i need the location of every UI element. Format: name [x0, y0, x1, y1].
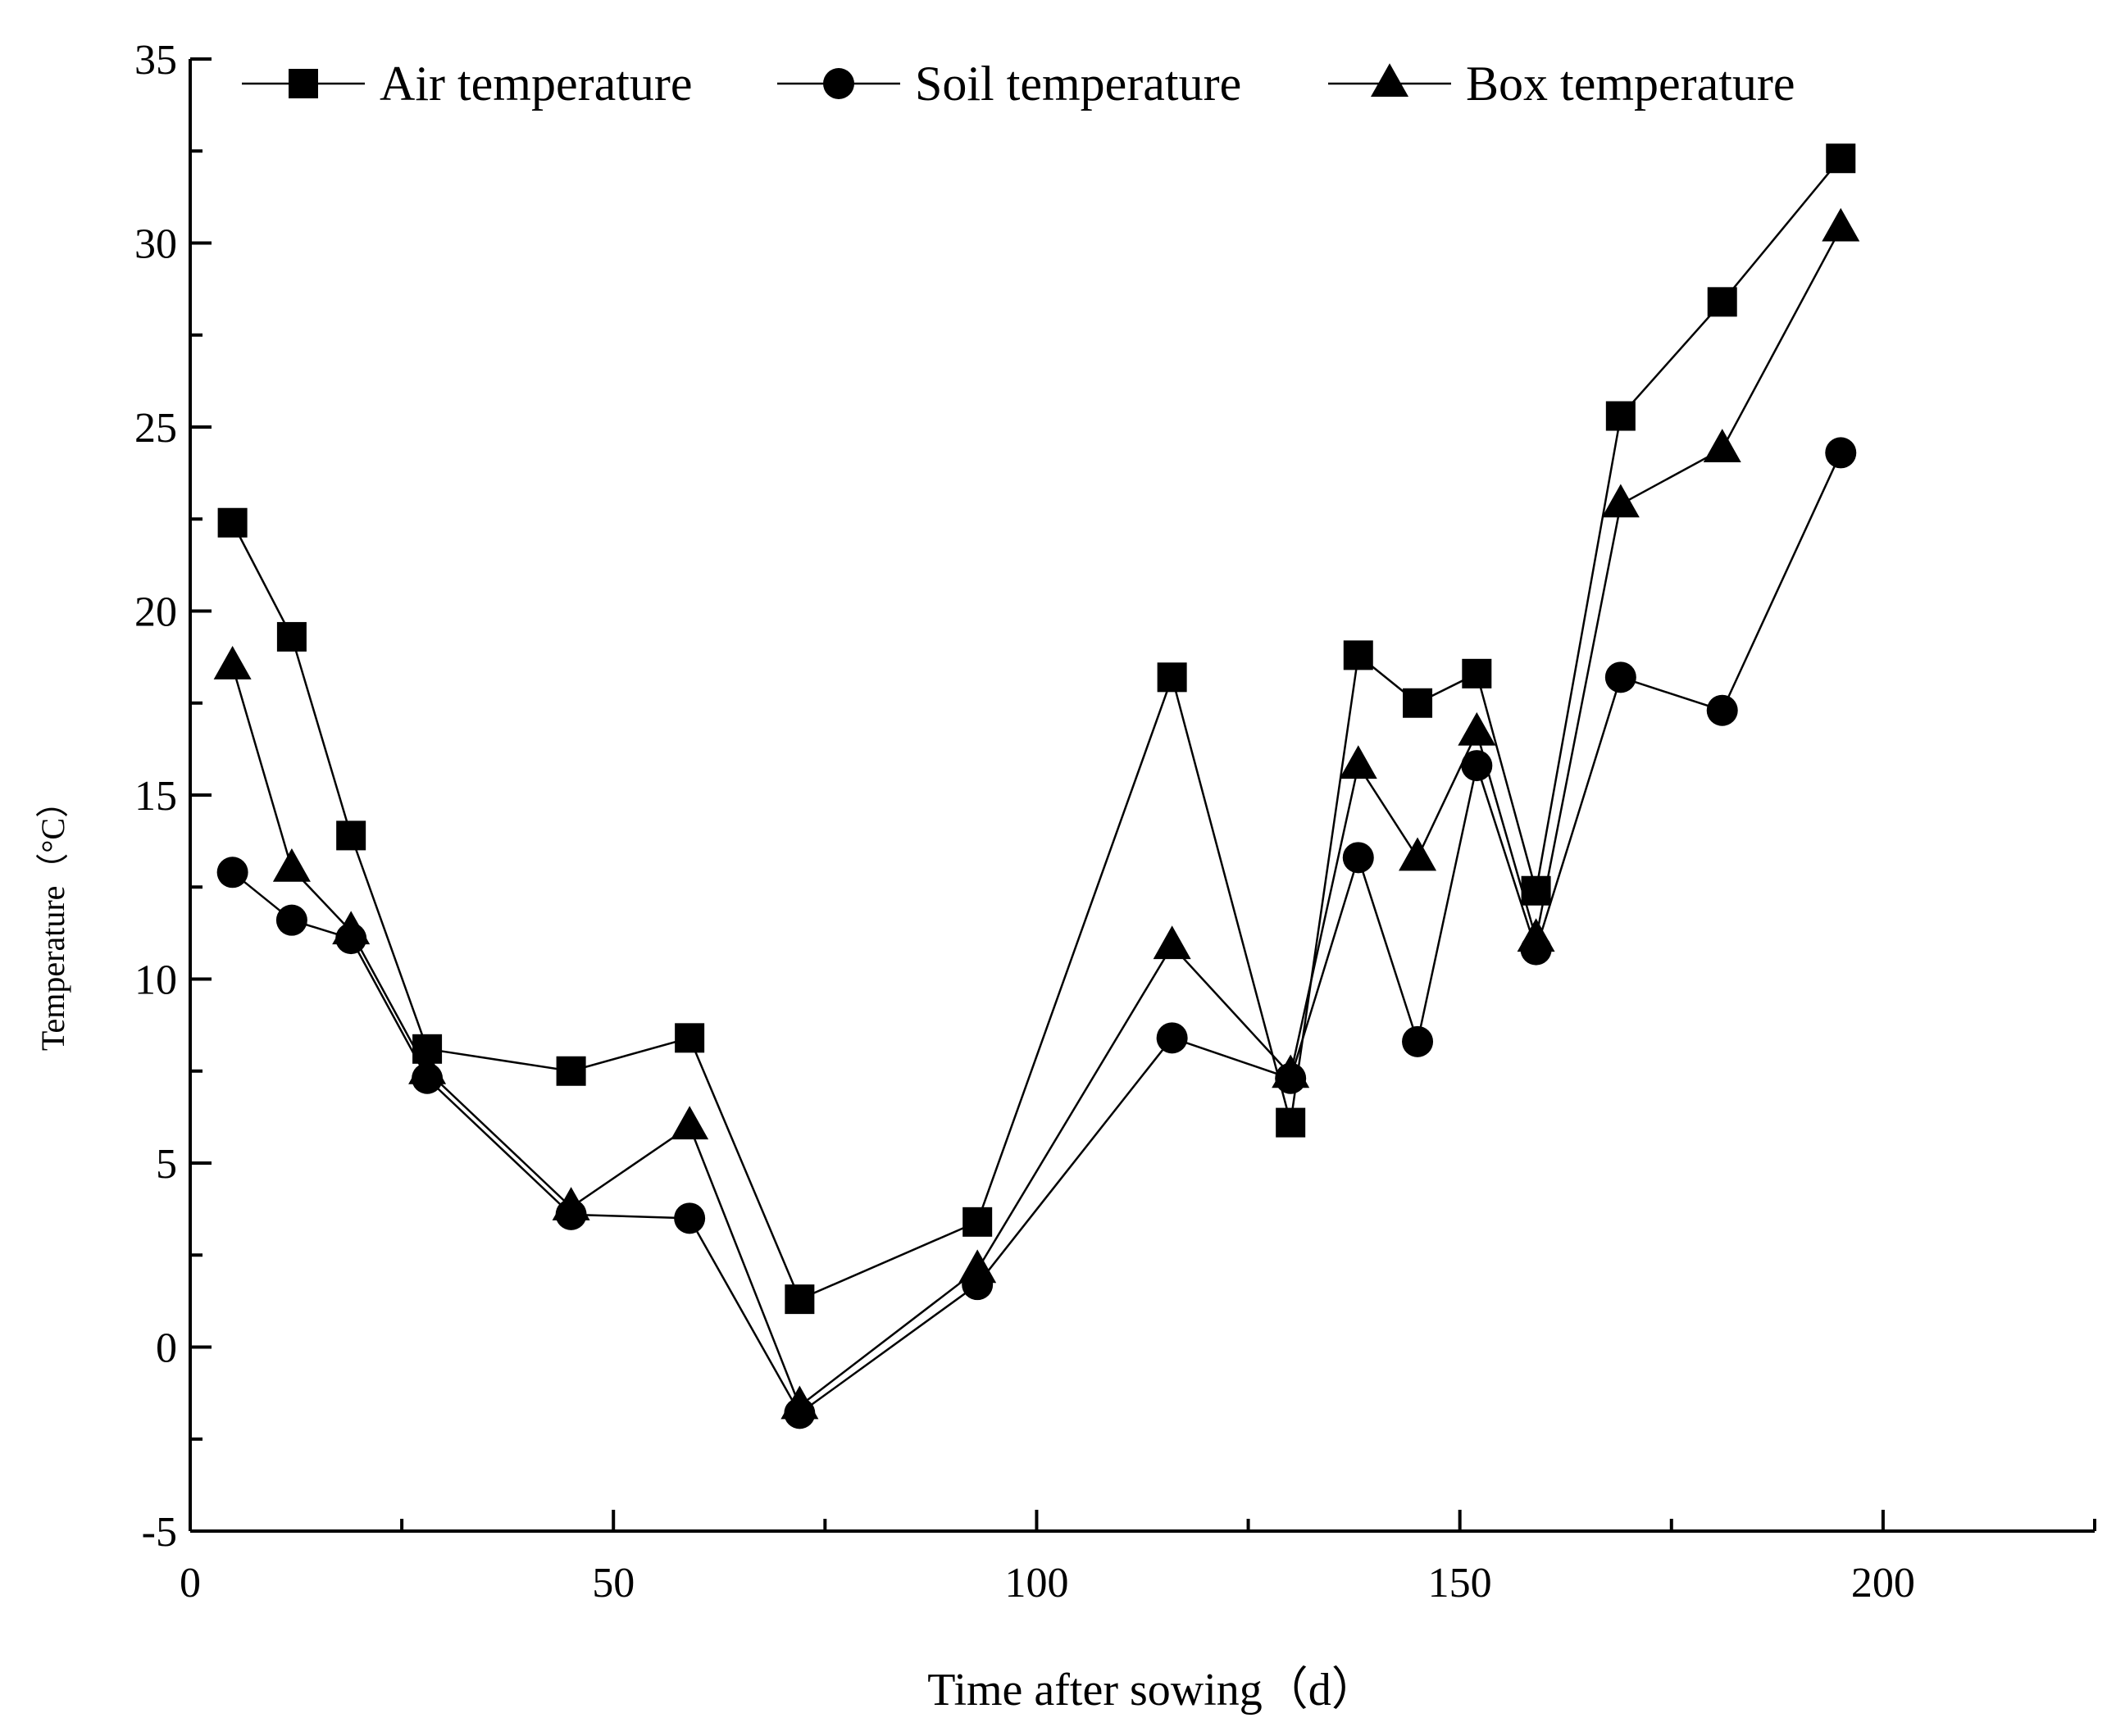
air-temperature-point — [1403, 688, 1433, 718]
box-temperature-point — [1517, 918, 1555, 952]
legend: Air temperature Soil temperature Box tempe… — [242, 57, 1795, 111]
legend-item-box-temperature: Box temperature — [1328, 57, 1795, 111]
soil-temperature-point — [216, 857, 248, 888]
air-temperature-point — [1462, 658, 1492, 688]
y-tick-label: 10 — [134, 957, 177, 1004]
x-tick-label: 150 — [1428, 1560, 1492, 1606]
soil-temperature-point — [1342, 842, 1374, 874]
box-temperature-point — [272, 848, 311, 882]
air-temperature-point — [276, 621, 307, 652]
box-temperature-point — [780, 1385, 819, 1420]
y-axis-title: Temperature（°C） — [34, 785, 71, 1051]
air-temperature-point — [556, 1056, 586, 1086]
y-tick-label: 35 — [134, 37, 177, 84]
box-temperature-point — [1272, 1054, 1310, 1088]
box-temperature-point — [671, 1106, 709, 1140]
air-temperature-point — [217, 507, 248, 538]
box-temperature-point — [1703, 429, 1741, 462]
air-temperature-point — [962, 1207, 993, 1237]
air-temperature-point — [675, 1023, 705, 1053]
legend-marker-circle — [823, 68, 854, 99]
box-temperature-point — [1153, 925, 1191, 960]
box-temperature-point — [1458, 711, 1496, 746]
box-temperature-point — [408, 1050, 447, 1084]
air-temperature-point — [785, 1284, 815, 1315]
y-tick-label: 30 — [134, 221, 177, 268]
soil-temperature-line — [231, 452, 1842, 1416]
air-temperature-point — [1343, 640, 1373, 670]
box-temperature-point — [552, 1187, 590, 1220]
series-air-temperature — [217, 143, 1856, 1315]
box-temperature-point — [1822, 207, 1860, 242]
soil-temperature-point — [1156, 1022, 1188, 1054]
legend-marker-triangle — [1371, 63, 1408, 97]
x-axis-title: Time after sowing（d） — [927, 1665, 1377, 1716]
box-temperature-line — [231, 227, 1842, 1408]
legend-marker-square — [289, 69, 318, 98]
box-temperature-point — [1399, 837, 1437, 871]
y-tick-label: 15 — [134, 773, 177, 820]
y-tick-label: 5 — [156, 1141, 177, 1188]
air-temperature-point — [1826, 143, 1856, 174]
air-temperature-point — [1605, 401, 1636, 431]
box-temperature-point — [1339, 745, 1377, 779]
air-temperature-point — [1276, 1107, 1306, 1138]
soil-temperature-point — [674, 1202, 706, 1234]
x-tick-label: 100 — [1004, 1560, 1068, 1606]
legend-label: Soil temperature — [915, 57, 1241, 111]
series-box-temperature — [213, 207, 1860, 1420]
soil-temperature-point — [1604, 661, 1636, 693]
series-layer — [213, 143, 1860, 1429]
legend-item-soil-temperature: Soil temperature — [777, 57, 1241, 111]
x-tick-label: 50 — [592, 1560, 635, 1606]
air-temperature-point — [336, 820, 366, 851]
soil-temperature-point — [1706, 694, 1738, 726]
y-tick-label: -5 — [142, 1509, 177, 1556]
soil-temperature-point — [275, 904, 307, 936]
box-temperature-point — [332, 911, 371, 945]
x-tick-label: 0 — [180, 1560, 201, 1606]
legend-item-air-temperature: Air temperature — [242, 57, 692, 111]
air-temperature-line — [231, 157, 1842, 1301]
y-tick-label: 0 — [156, 1325, 177, 1372]
box-temperature-point — [958, 1249, 997, 1284]
soil-temperature-point — [1825, 437, 1857, 469]
legend-label: Box temperature — [1466, 57, 1795, 111]
y-tick-label: 20 — [134, 589, 177, 636]
box-temperature-point — [213, 646, 252, 679]
legend-label: Air temperature — [380, 57, 692, 111]
x-tick-label: 200 — [1851, 1560, 1915, 1606]
box-temperature-point — [1601, 484, 1640, 518]
air-temperature-point — [1157, 662, 1187, 693]
soil-temperature-point — [1402, 1025, 1434, 1057]
series-soil-temperature — [216, 437, 1857, 1429]
air-temperature-point — [1707, 287, 1737, 317]
y-tick-label: 25 — [134, 405, 177, 452]
